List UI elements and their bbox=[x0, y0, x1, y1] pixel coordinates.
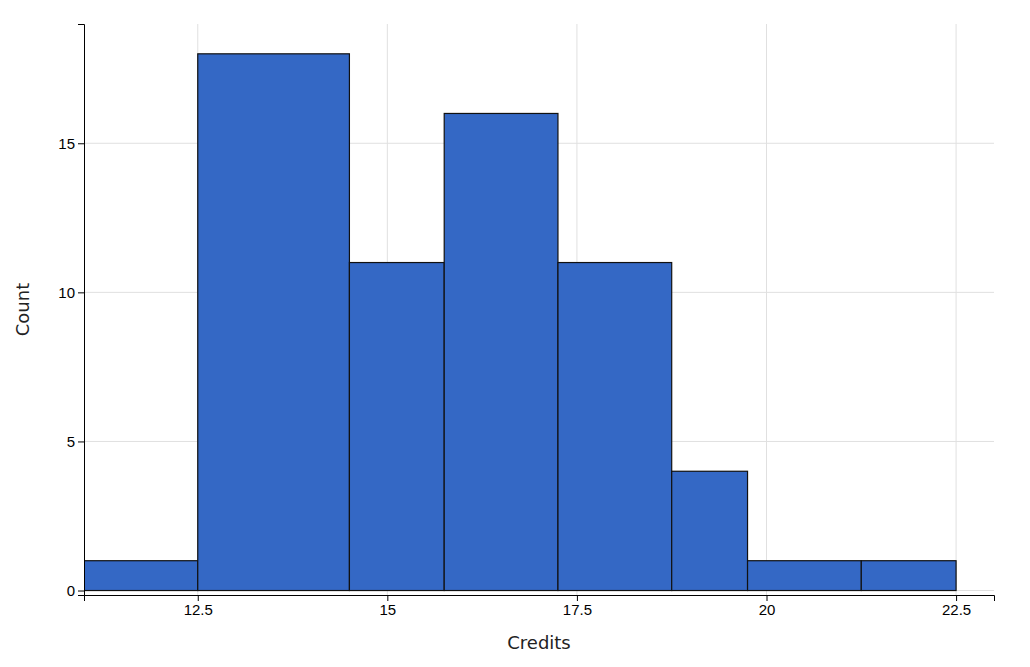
tick-mark bbox=[78, 292, 84, 293]
x-axis: 12.5 15 17.5 20 22.5 bbox=[85, 595, 995, 618]
bars bbox=[84, 54, 956, 591]
tick: 10 bbox=[58, 284, 84, 301]
tick-label: 0 bbox=[67, 582, 75, 599]
bar bbox=[672, 471, 748, 590]
tick-mark bbox=[78, 143, 84, 144]
grid-line-x bbox=[956, 24, 957, 595]
tick: 22.5 bbox=[942, 595, 971, 618]
plot: 12.5 15 17.5 20 22.5 0 5 10 15 bbox=[58, 24, 994, 618]
tick: 5 bbox=[67, 433, 84, 450]
axis-line bbox=[85, 596, 995, 602]
tick-label: 5 bbox=[67, 433, 75, 450]
tick-label: 12.5 bbox=[184, 601, 213, 618]
tick: 17.5 bbox=[563, 595, 592, 618]
bar bbox=[84, 561, 198, 591]
tick: 20 bbox=[759, 595, 776, 618]
bar bbox=[748, 561, 862, 591]
bar bbox=[198, 54, 350, 591]
y-axis: 0 5 10 15 bbox=[58, 25, 84, 599]
y-axis-title: Count bbox=[12, 283, 33, 336]
grid-line-x bbox=[766, 24, 767, 595]
tick-label: 20 bbox=[759, 601, 776, 618]
tick-label: 17.5 bbox=[563, 601, 592, 618]
tick-label: 22.5 bbox=[942, 601, 971, 618]
tick-label: 15 bbox=[58, 135, 75, 152]
tick: 15 bbox=[379, 595, 396, 618]
axis-line bbox=[78, 25, 85, 596]
tick-mark bbox=[78, 591, 84, 592]
tick: 12.5 bbox=[184, 595, 213, 618]
tick: 15 bbox=[58, 135, 84, 152]
grid bbox=[84, 24, 994, 595]
bar bbox=[558, 263, 672, 591]
tick-label: 10 bbox=[58, 284, 75, 301]
tick-label: 15 bbox=[379, 601, 396, 618]
bar bbox=[349, 263, 444, 591]
bar bbox=[861, 561, 956, 591]
tick: 0 bbox=[67, 582, 84, 599]
chart: 12.5 15 17.5 20 22.5 0 5 10 15 Credits Count bbox=[0, 0, 1030, 667]
bar bbox=[444, 113, 558, 590]
x-axis-title: Credits bbox=[507, 632, 571, 653]
tick-mark bbox=[78, 441, 84, 442]
